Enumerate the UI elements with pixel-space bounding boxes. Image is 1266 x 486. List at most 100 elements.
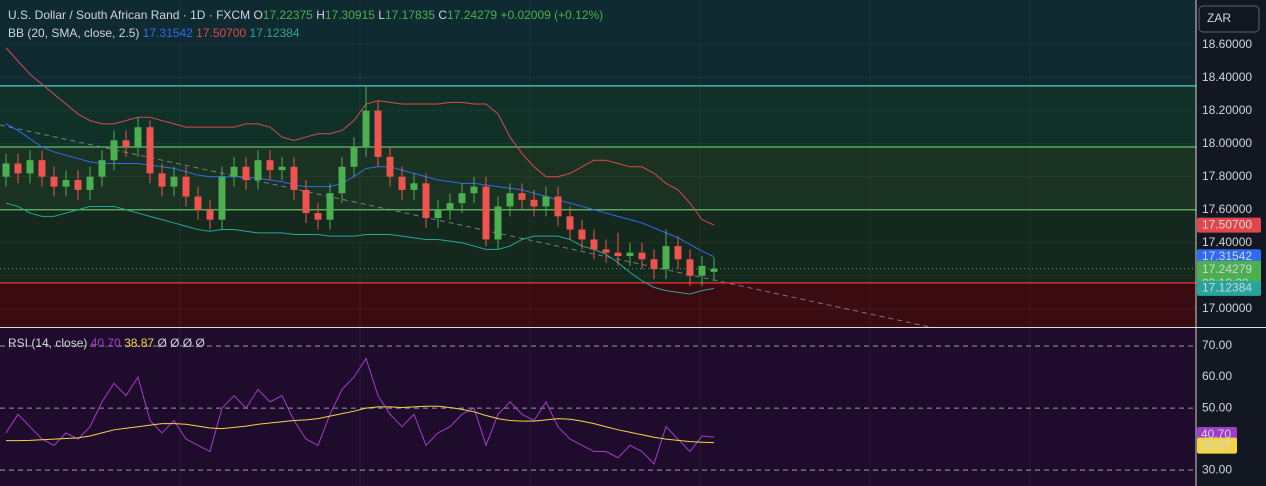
y-tick-label: 18.00000 [1202, 136, 1252, 150]
band-label: 17.31542 [1202, 249, 1252, 263]
rsi-title: RSI (14, close) [8, 336, 87, 350]
band-label-tag [1197, 217, 1261, 233]
candle-body [38, 160, 46, 177]
bollinger-band [5, 123, 715, 258]
candle-body [374, 110, 382, 157]
candle-body [158, 173, 166, 187]
rsi-legend: RSI (14, close) 40.70 38.87 Ø Ø Ø Ø [8, 336, 205, 350]
candle-body [338, 166, 346, 194]
candle-body [410, 183, 418, 190]
candle-body [602, 249, 610, 253]
y-tick-label: 18.40000 [1202, 70, 1252, 84]
candle-body [326, 193, 334, 220]
ohlc-value: 17.22375 [263, 8, 313, 22]
plot [0, 47, 1196, 471]
bb-value: 17.50700 [196, 26, 246, 40]
y-tick-label: 17.80000 [1202, 169, 1252, 183]
candle-body [254, 160, 262, 181]
candle-body [14, 163, 22, 174]
candle-body [50, 176, 58, 187]
zone [0, 146, 1196, 210]
placeholders: Ø Ø Ø Ø [157, 336, 204, 350]
study: BB (20, SMA, close, 2.5) [8, 26, 139, 40]
zones [0, 0, 1196, 327]
candle-body [542, 196, 550, 207]
candle-body [26, 160, 34, 174]
rsi-line [6, 405, 715, 444]
y-tick-label: 18.20000 [1202, 103, 1252, 117]
candle-body [386, 156, 394, 177]
symbol: U.S. Dollar / South African Rand · 1D · … [8, 8, 250, 22]
candle-body [134, 127, 142, 147]
candle-body [710, 268, 718, 272]
candle-body [506, 193, 514, 207]
legend-header: U.S. Dollar / South African Rand · 1D · … [8, 8, 603, 22]
candle-body [494, 206, 502, 240]
currency-button[interactable] [1198, 5, 1260, 33]
candle-body [302, 189, 310, 214]
candle-body [2, 163, 10, 177]
candle-body [638, 252, 646, 260]
candle-body [122, 140, 130, 147]
candle-body [566, 216, 574, 230]
candle-body [662, 246, 670, 270]
rsi-tag [1197, 437, 1237, 454]
candle-body [98, 160, 106, 177]
candle-body [686, 259, 694, 276]
price-axis [1196, 0, 1266, 486]
candle-body [674, 246, 682, 260]
y-tick-label: 60.00 [1202, 369, 1232, 383]
candle-body [278, 166, 286, 171]
candle-body [266, 160, 274, 171]
y-tick-label: 18.60000 [1202, 37, 1252, 51]
candle-body [458, 193, 466, 204]
candle-body [218, 176, 226, 220]
candle-body [554, 196, 562, 217]
candle-body [242, 166, 250, 181]
candle-body [470, 186, 478, 194]
grid [179, 0, 1031, 486]
band-label-tag [1197, 249, 1261, 265]
y-tick-label: 30.00 [1202, 462, 1232, 476]
trend-line [0, 124, 931, 328]
candle-body [62, 180, 70, 187]
zone [0, 0, 1196, 86]
currency[interactable]: ZAR [1207, 11, 1231, 25]
change: +0.02009 (+0.12%) [500, 8, 603, 22]
axis-labels: 17.0000017.2000017.4000017.6000017.80000… [1197, 37, 1261, 476]
candle-body [110, 140, 118, 161]
candle-body [650, 259, 658, 270]
bb-value: 17.31542 [143, 26, 193, 40]
candle-body [362, 110, 370, 147]
zone [0, 282, 1196, 327]
bollinger-band [5, 202, 715, 295]
candle-body [230, 166, 238, 177]
y-tick-label: 17.40000 [1202, 235, 1252, 249]
candle-body [578, 229, 586, 240]
last-price: 17.24279 [1202, 262, 1252, 276]
ohlc-prefix: C [438, 8, 447, 22]
candle-body [290, 166, 298, 190]
ohlc-value: 17.24279 [447, 8, 497, 22]
ohlc-prefix: L [378, 8, 385, 22]
candle-body [698, 265, 706, 276]
zone [0, 85, 1196, 147]
candle-body [434, 209, 442, 218]
candle-body [626, 252, 634, 256]
rsi-value: 40.70 [91, 336, 121, 350]
candle-body [170, 176, 178, 187]
candle-body [422, 183, 430, 218]
bollinger-band [5, 47, 715, 226]
band-label: 17.50700 [1202, 217, 1252, 231]
candle-body [614, 252, 622, 256]
ohlc-value: 17.30915 [325, 8, 375, 22]
candle-body [530, 199, 538, 207]
zone [0, 209, 1196, 283]
rsi-line [5, 357, 715, 465]
ohlc-prefix: O [253, 8, 262, 22]
candle-body [518, 193, 526, 200]
band-label: 17.12384 [1202, 281, 1252, 295]
y-tick-label: 17.60000 [1202, 202, 1252, 216]
rsi-background [0, 328, 1196, 486]
